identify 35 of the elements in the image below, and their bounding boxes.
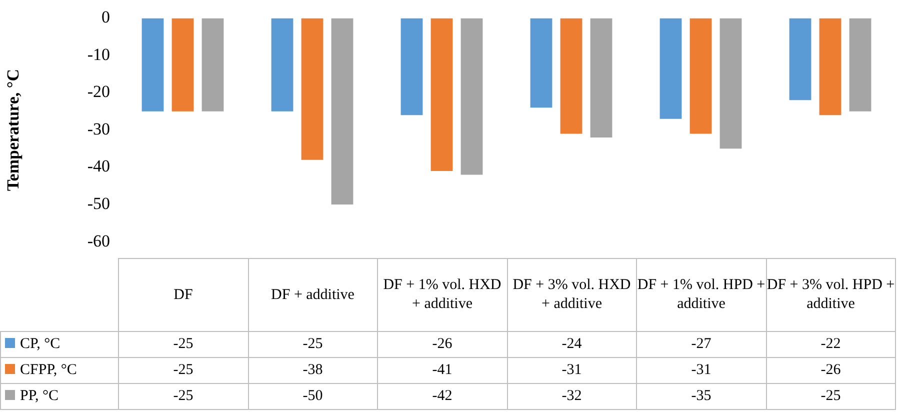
data-label: -50 <box>248 384 378 410</box>
data-label: -25 <box>248 332 378 358</box>
data-label: -22 <box>766 332 896 358</box>
data-label: -25 <box>118 358 248 384</box>
y-tick-label: -40 <box>87 156 110 176</box>
y-axis-title: Temperature, °C <box>4 68 23 192</box>
y-tick-label: -20 <box>87 82 110 102</box>
data-label: -26 <box>766 358 896 384</box>
data-label: -38 <box>248 358 378 384</box>
data-label: -35 <box>636 384 766 410</box>
data-label: -25 <box>118 384 248 410</box>
x-tick-label: DF + additive <box>248 258 378 332</box>
data-label: -42 <box>378 384 507 410</box>
data-label: -32 <box>507 384 636 410</box>
y-tick-label: -30 <box>87 119 110 138</box>
data-label: -31 <box>507 358 636 384</box>
data-label: -26 <box>378 332 507 358</box>
x-tick-label: DF + 3% vol. HPD + additive <box>766 258 896 332</box>
data-label: -41 <box>378 358 507 384</box>
legend-label: CP, °C <box>20 336 60 352</box>
x-tick-label: DF + 1% vol. HPD + additive <box>636 258 766 332</box>
x-tick-label: DF <box>118 258 248 332</box>
legend-label: CFPP, °C <box>20 362 77 378</box>
data-label: -27 <box>636 332 766 358</box>
data-label: -25 <box>118 332 248 358</box>
legend-label: PP, °C <box>20 388 59 404</box>
x-tick-label: DF + 1% vol. HXD + additive <box>378 258 507 332</box>
data-label: -25 <box>766 384 896 410</box>
x-tick-label: DF + 3% vol. HXD + additive <box>507 258 636 332</box>
y-tick-label: -60 <box>87 231 110 250</box>
y-tick-label: -50 <box>87 194 110 213</box>
y-tick-label: -10 <box>87 44 110 64</box>
y-tick-label: 0 <box>102 8 110 27</box>
data-label: -31 <box>636 358 766 384</box>
data-label: -24 <box>507 332 636 358</box>
